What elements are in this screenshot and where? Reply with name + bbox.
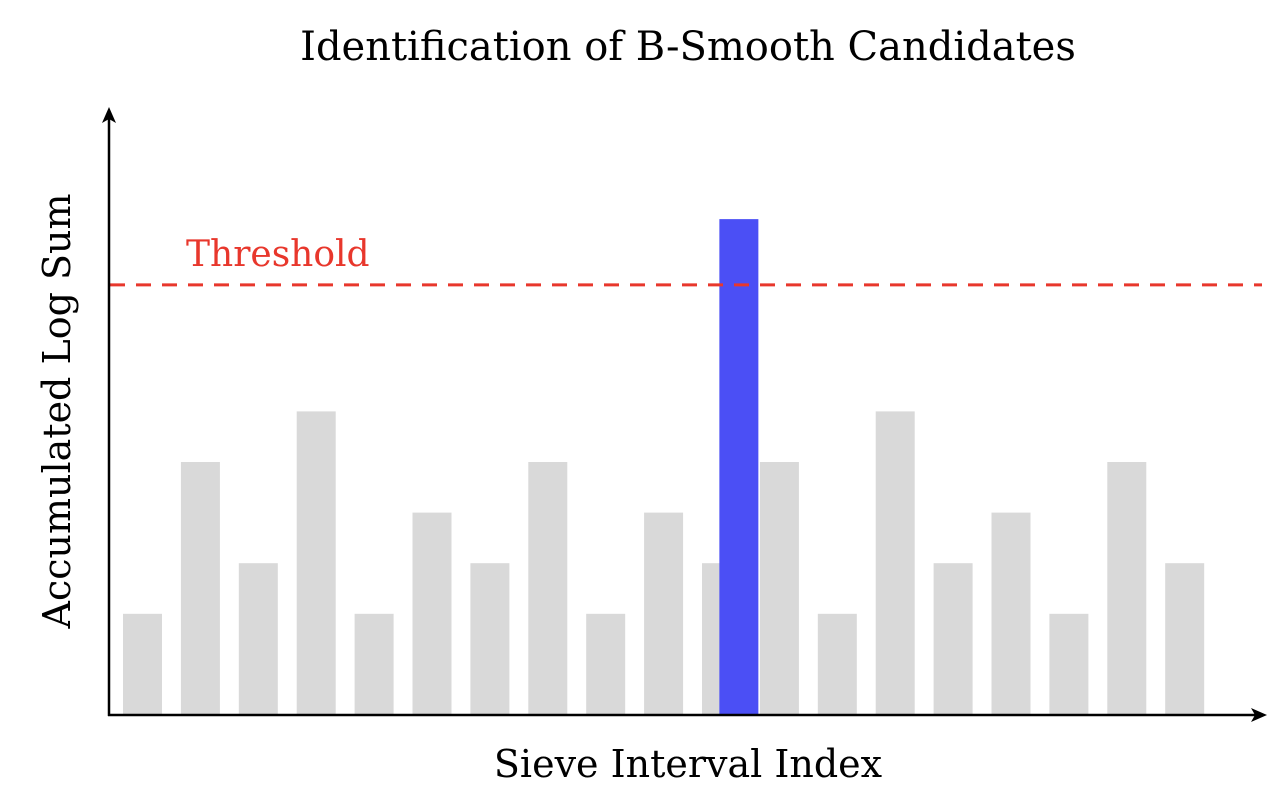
x-axis-label: Sieve Interval Index <box>494 742 882 786</box>
bar <box>586 613 626 715</box>
bar <box>933 563 973 715</box>
bar <box>180 462 220 715</box>
bar <box>470 563 510 715</box>
chart-title: Identification of B-Smooth Candidates <box>300 24 1076 70</box>
bars <box>123 411 1205 715</box>
bar <box>817 613 857 715</box>
bar <box>412 512 452 715</box>
x-axis-arrow-icon <box>1251 708 1267 722</box>
highlight-bar <box>719 219 759 715</box>
bar <box>1049 613 1089 715</box>
y-axis-arrow-icon <box>102 107 116 123</box>
bar <box>1165 563 1205 715</box>
bar <box>991 512 1031 715</box>
bar <box>875 411 915 715</box>
bar <box>644 512 684 715</box>
bar <box>354 613 394 715</box>
y-axis-label: Accumulated Log Sum <box>35 193 79 629</box>
threshold-label: Threshold <box>186 234 370 275</box>
bar <box>123 613 162 715</box>
bar <box>238 563 278 715</box>
bar <box>1107 462 1147 715</box>
bar <box>296 411 336 715</box>
bar <box>528 462 568 715</box>
bar <box>759 462 799 715</box>
